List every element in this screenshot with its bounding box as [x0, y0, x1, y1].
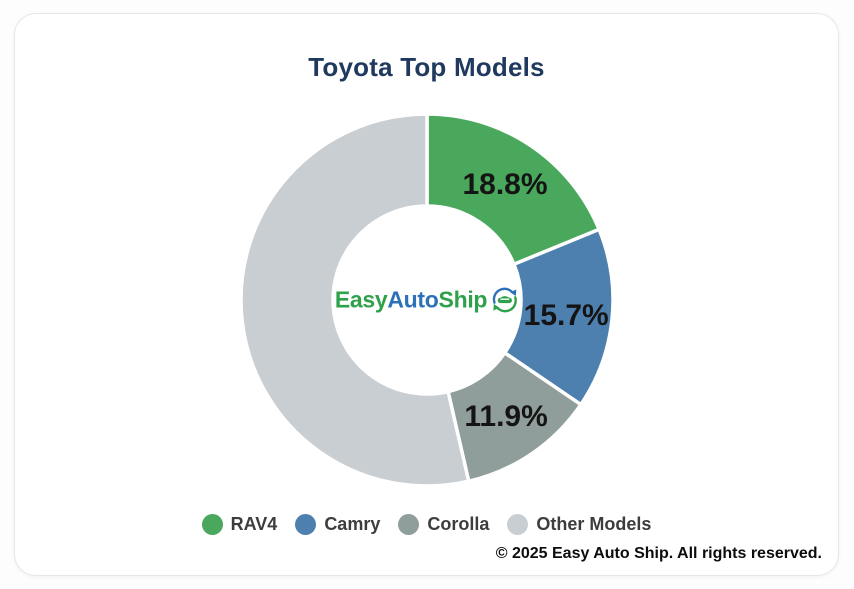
logo-text-easy: Easy [334, 286, 388, 313]
chart-legend: RAV4 Camry Corolla Other Models [201, 514, 651, 535]
donut-slice-rav4 [424, 112, 601, 267]
donut-slice-other-models [238, 112, 471, 488]
legend-item: Other Models [507, 514, 651, 535]
legend-color-dot [201, 514, 223, 535]
chart-card: Toyota Top Models 18.8% 15.7% 11.9% Easy A… [14, 13, 839, 576]
slice-percent-label: 11.9% [464, 400, 547, 433]
car-recycle-circle-icon [492, 287, 517, 313]
easy-auto-ship-logo: Easy Auto Ship [335, 287, 518, 314]
copyright-text: © 2025 Easy Auto Ship. All rights reserv… [495, 545, 822, 562]
slice-percent-label: 18.8% [462, 168, 547, 201]
logo-text-auto: Auto [387, 286, 439, 313]
donut-slice-camry [501, 227, 615, 407]
legend-item-label: Corolla [427, 514, 490, 534]
legend-item-label: RAV4 [230, 514, 278, 534]
legend-color-dot [398, 514, 420, 535]
legend-item-label: Other Models [536, 514, 652, 534]
slice-percent-label: 15.7% [523, 299, 608, 332]
legend-item: RAV4 [201, 514, 278, 535]
donut-chart-svg: 18.8% 15.7% 11.9% [238, 112, 615, 488]
legend-item-label: Camry [324, 514, 381, 534]
legend-color-dot [507, 514, 529, 535]
logo-text-ship: Ship [438, 286, 488, 313]
donut-chart: 18.8% 15.7% 11.9% Easy Auto Ship [217, 90, 637, 510]
chart-title: Toyota Top Models [308, 52, 545, 82]
legend-item: Camry [295, 514, 380, 535]
legend-color-dot [295, 514, 317, 535]
legend-item: Corolla [398, 514, 489, 535]
